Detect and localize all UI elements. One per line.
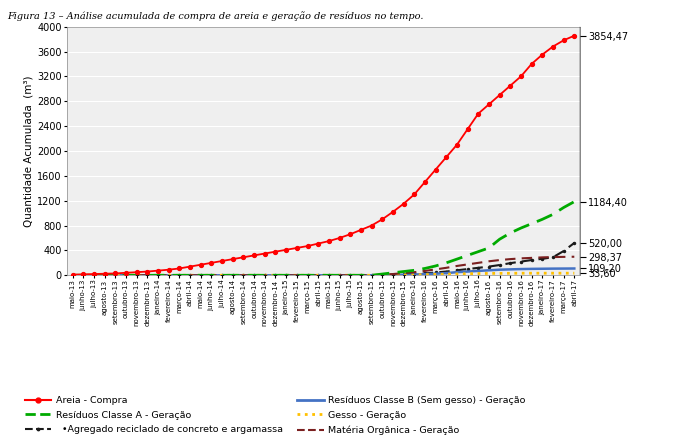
Y-axis label: Quantidade Acumulada  (m³): Quantidade Acumulada (m³) [23, 75, 33, 227]
Text: Figura 13 – Análise acumulada de compra de areia e geração de resíduos no tempo.: Figura 13 – Análise acumulada de compra … [7, 11, 423, 21]
Legend: Areia - Compra, Resíduos Classe A - Geração,   •Agregado reciclado de concreto e: Areia - Compra, Resíduos Classe A - Gera… [25, 396, 526, 435]
